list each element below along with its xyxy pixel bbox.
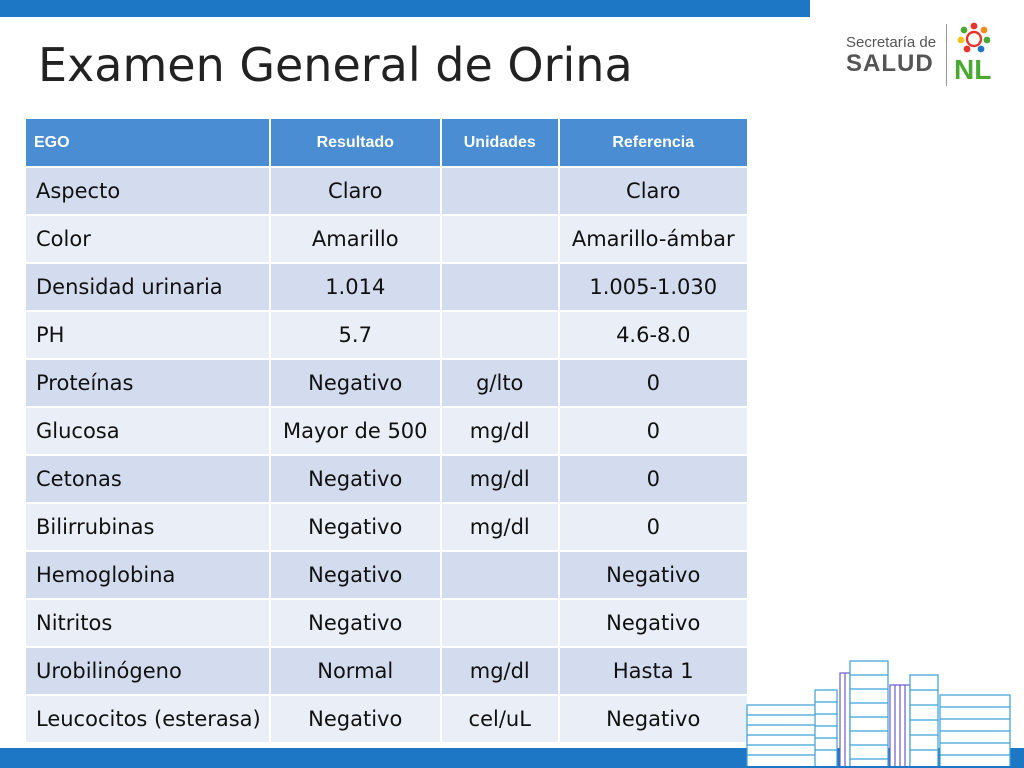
logo-region-text: NL <box>954 54 992 85</box>
cell-result: Negativo <box>268 598 442 648</box>
cell-result: Amarillo <box>268 214 442 264</box>
logo-divider <box>946 24 947 86</box>
cell-reference: 0 <box>557 502 749 552</box>
cell-unit <box>439 598 560 648</box>
logo-dept-text: SALUD <box>846 50 934 77</box>
hospital-buildings-illustration <box>745 660 1015 768</box>
header-resultado: Resultado <box>268 117 442 168</box>
page-title: Examen General de Orina <box>38 38 633 92</box>
cell-result: 5.7 <box>268 310 442 360</box>
secretaria-salud-nl-logo: Secretaría de SALUD NL <box>842 18 1014 90</box>
cell-reference: 0 <box>557 406 749 456</box>
table-row: Nitritos Negativo Negativo <box>24 598 749 648</box>
table-row: Urobilinógeno Normal mg/dl Hasta 1 <box>24 646 749 696</box>
cell-parameter: PH <box>24 310 271 360</box>
cell-reference: 1.005-1.030 <box>557 262 749 312</box>
table-header-row: EGO Resultado Unidades Referencia <box>24 117 749 168</box>
logo-org-text: Secretaría de <box>846 34 937 51</box>
table-row: Glucosa Mayor de 500 mg/dl 0 <box>24 406 749 456</box>
top-accent-bar <box>0 0 810 17</box>
cell-reference: 0 <box>557 454 749 504</box>
header-referencia: Referencia <box>557 117 749 168</box>
cell-result: 1.014 <box>268 262 442 312</box>
cell-reference: 4.6-8.0 <box>557 310 749 360</box>
cell-result: Normal <box>268 646 442 696</box>
cell-result: Negativo <box>268 694 442 744</box>
cell-unit: mg/dl <box>439 406 560 456</box>
cell-parameter: Glucosa <box>24 406 271 456</box>
header-unidades: Unidades <box>439 117 560 168</box>
ego-results-table: EGO Resultado Unidades Referencia Aspect… <box>24 117 749 744</box>
cell-result: Negativo <box>268 454 442 504</box>
table-row: PH 5.7 4.6-8.0 <box>24 310 749 360</box>
cell-parameter: Aspecto <box>24 166 271 216</box>
cell-parameter: Color <box>24 214 271 264</box>
cell-unit <box>439 310 560 360</box>
cell-parameter: Densidad urinaria <box>24 262 271 312</box>
cell-unit <box>439 262 560 312</box>
cell-reference: Hasta 1 <box>557 646 749 696</box>
cell-reference: Negativo <box>557 694 749 744</box>
table-row: Bilirrubinas Negativo mg/dl 0 <box>24 502 749 552</box>
cell-unit <box>439 166 560 216</box>
table-row: Leucocitos (esterasa) Negativo cel/uL Ne… <box>24 694 749 744</box>
cell-result: Negativo <box>268 550 442 600</box>
cell-unit <box>439 214 560 264</box>
cell-reference: Negativo <box>557 598 749 648</box>
cell-parameter: Cetonas <box>24 454 271 504</box>
table-row: Cetonas Negativo mg/dl 0 <box>24 454 749 504</box>
table-row: Color Amarillo Amarillo-ámbar <box>24 214 749 264</box>
people-ring-icon <box>957 22 991 53</box>
cell-unit: mg/dl <box>439 502 560 552</box>
cell-parameter: Hemoglobina <box>24 550 271 600</box>
cell-reference: Negativo <box>557 550 749 600</box>
cell-reference: Amarillo-ámbar <box>557 214 749 264</box>
cell-unit: mg/dl <box>439 454 560 504</box>
cell-reference: 0 <box>557 358 749 408</box>
cell-result: Negativo <box>268 358 442 408</box>
table-row: Hemoglobina Negativo Negativo <box>24 550 749 600</box>
cell-parameter: Urobilinógeno <box>24 646 271 696</box>
cell-parameter: Leucocitos (esterasa) <box>24 694 271 744</box>
cell-parameter: Nitritos <box>24 598 271 648</box>
cell-reference: Claro <box>557 166 749 216</box>
header-ego: EGO <box>24 117 271 168</box>
cell-unit: mg/dl <box>439 646 560 696</box>
cell-parameter: Proteínas <box>24 358 271 408</box>
table-row: Aspecto Claro Claro <box>24 166 749 216</box>
cell-unit: cel/uL <box>439 694 560 744</box>
table-row: Proteínas Negativo g/lto 0 <box>24 358 749 408</box>
cell-unit: g/lto <box>439 358 560 408</box>
cell-result: Mayor de 500 <box>268 406 442 456</box>
cell-unit <box>439 550 560 600</box>
cell-parameter: Bilirrubinas <box>24 502 271 552</box>
cell-result: Claro <box>268 166 442 216</box>
table-row: Densidad urinaria 1.014 1.005-1.030 <box>24 262 749 312</box>
cell-result: Negativo <box>268 502 442 552</box>
